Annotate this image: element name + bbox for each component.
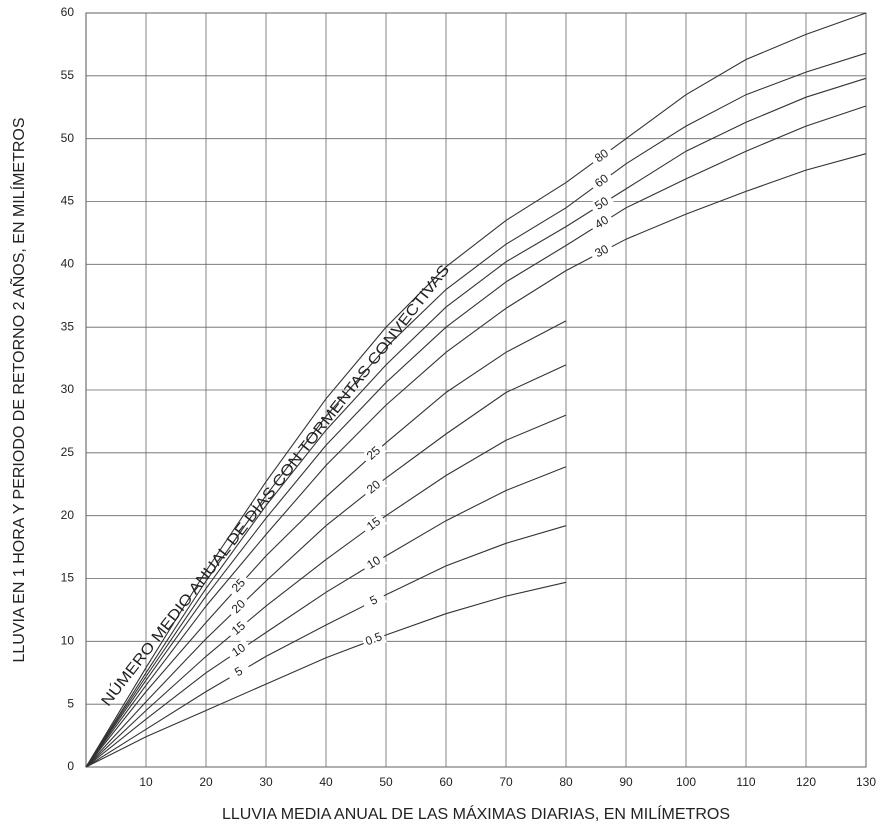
- x-axis-title: LLUVIA MEDIA ANUAL DE LAS MÁXIMAS DIARIA…: [222, 804, 730, 823]
- x-tick-label: 40: [319, 775, 333, 789]
- y-tick-label: 45: [61, 194, 75, 208]
- label-gap: [361, 629, 387, 651]
- y-tick-label: 30: [61, 382, 75, 396]
- y-tick-label: 40: [61, 257, 75, 271]
- label-gap: [226, 572, 252, 599]
- x-tick-label: 10: [139, 775, 153, 789]
- curve: [85, 414, 567, 768]
- y-tick-label: 5: [67, 696, 74, 710]
- x-tick-label: 60: [439, 775, 453, 789]
- curve-label-group: 20: [361, 475, 387, 500]
- y-tick-label: 50: [61, 131, 75, 145]
- label-gap: [360, 512, 388, 537]
- curve-label-group: 5: [361, 589, 387, 613]
- curve-label-group: 40: [588, 211, 616, 235]
- curve-label-group: 0.5: [361, 629, 387, 651]
- curve-label: 10: [364, 553, 383, 572]
- curve: [85, 105, 867, 768]
- y-tick-label: 60: [61, 5, 75, 19]
- curve: [85, 12, 867, 768]
- curve-label-group: 5: [225, 660, 253, 684]
- curve-label-group: 15: [226, 616, 252, 642]
- x-tick-label: 120: [796, 775, 816, 789]
- x-tick-label: 50: [379, 775, 393, 789]
- y-tick-label: 25: [61, 445, 75, 459]
- y-tick-label: 20: [61, 508, 75, 522]
- curve-label: 0.5: [363, 629, 384, 648]
- x-tick-label: 110: [736, 775, 755, 789]
- x-tick-label: 30: [259, 775, 273, 789]
- x-tick-label: 20: [199, 775, 213, 789]
- x-tick-label: 130: [856, 775, 876, 789]
- curve-label-group: 15: [360, 512, 388, 537]
- curve-label-group: 20: [226, 594, 252, 620]
- y-tick-label: 35: [61, 319, 75, 333]
- label-gap: [588, 211, 616, 235]
- label-gap: [589, 240, 615, 264]
- x-tick-label: 70: [499, 775, 513, 789]
- label-gap: [361, 441, 387, 467]
- label-gap: [225, 660, 253, 684]
- y-tick-label: 15: [61, 571, 75, 585]
- curve-label-group: 10: [360, 551, 388, 575]
- curve: [85, 320, 567, 768]
- label-gap: [361, 589, 387, 613]
- curve-label-group: 50: [588, 192, 616, 216]
- curve-label-group: 25: [361, 441, 387, 467]
- curve: [85, 581, 567, 768]
- curve-label-group: 80: [588, 144, 616, 169]
- label-gap: [588, 192, 616, 216]
- curve: [85, 364, 567, 768]
- curve: [85, 77, 867, 768]
- curve: [85, 52, 867, 768]
- curve: [85, 153, 867, 768]
- label-gap: [360, 551, 388, 575]
- label-gap: [226, 594, 252, 620]
- curve-label: 30: [592, 242, 611, 261]
- label-gap: [361, 475, 387, 500]
- curve: [85, 466, 567, 768]
- x-tick-label: 90: [619, 775, 633, 789]
- curve: [85, 525, 567, 768]
- curve-label-group: 60: [588, 169, 616, 194]
- y-tick-label: 10: [61, 634, 75, 648]
- label-gap: [225, 638, 253, 663]
- y-axis-title: LLUVIA EN 1 HORA Y PERIODO DE RETORNO 2 …: [8, 117, 28, 662]
- x-tick-label: 100: [676, 775, 696, 789]
- y-tick-label: 55: [61, 68, 75, 82]
- curve-label-group: 10: [225, 638, 253, 663]
- curve-label-group: 30: [589, 240, 615, 264]
- label-gap: [588, 169, 616, 194]
- label-gap: [588, 144, 616, 169]
- x-tick-label: 80: [559, 775, 573, 789]
- label-gap: [226, 616, 252, 642]
- curve-label-group: 25: [226, 572, 252, 599]
- y-tick-label: 0: [67, 759, 74, 773]
